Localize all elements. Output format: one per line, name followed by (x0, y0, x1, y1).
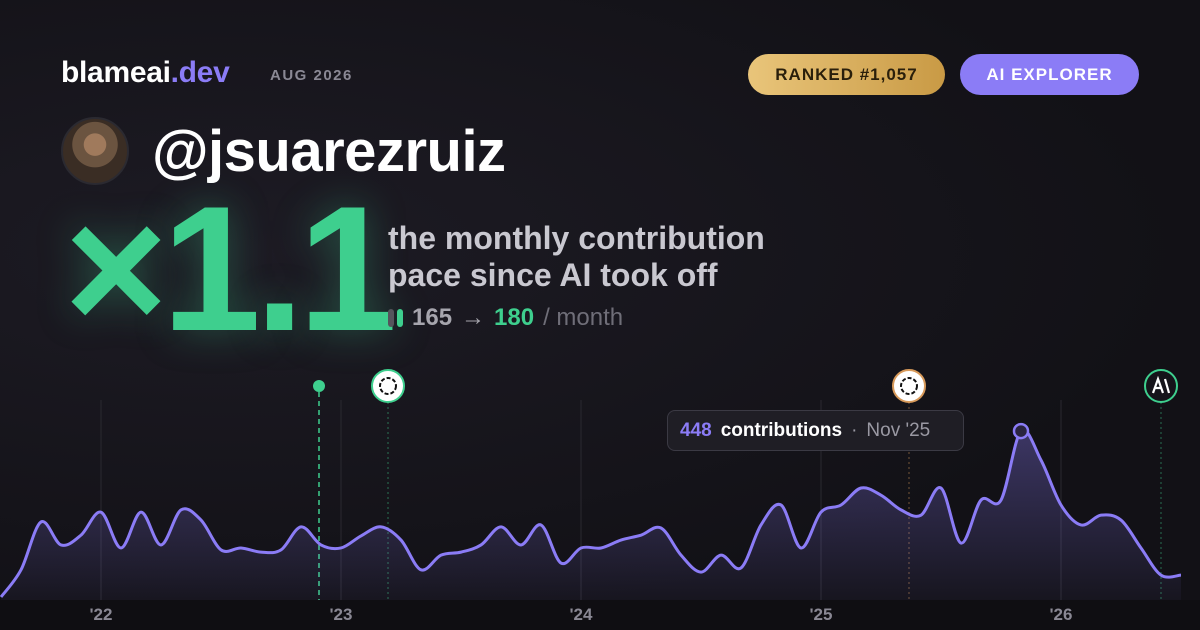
pace-icon (388, 309, 403, 327)
description-line: pace since AI took off (388, 257, 718, 293)
pace-before: 165 (412, 304, 453, 331)
line (0, 428, 1182, 598)
x-tick-label: '22 (90, 605, 113, 624)
report-date: AUG 2026 (270, 67, 353, 84)
event-dot (313, 380, 325, 392)
rank-badge: RANKED #1,057 (748, 54, 945, 95)
multiplier: ×1.1 (64, 169, 397, 368)
event-markers (313, 369, 1178, 600)
username: @jsuarezruiz (152, 119, 506, 184)
tooltip: 448 contributions · Nov '25 (667, 410, 964, 451)
tooltip-date: Nov '25 (866, 419, 931, 441)
pace: 165 → 180 / month (388, 304, 623, 332)
tooltip-value: 448 (680, 419, 712, 441)
brand: blameai.dev (61, 56, 230, 90)
axis-band (0, 600, 1200, 630)
tooltip-separator: · (851, 419, 858, 441)
event-icon-glyph (1151, 375, 1171, 394)
x-tick-label: '25 (810, 605, 833, 624)
x-tick-label: '24 (570, 605, 593, 624)
x-tick-label: '26 (1050, 605, 1073, 624)
pace-unit: / month (543, 304, 624, 331)
description-line: the monthly contribution (388, 220, 765, 256)
peak-marker (1012, 422, 1030, 440)
avatar (61, 117, 129, 185)
event-icon-glyph (379, 377, 397, 395)
brand-suffix: .dev (170, 56, 230, 89)
pace-arrow: → (461, 304, 486, 331)
event-icon-glyph (900, 377, 918, 395)
tooltip-label: contributions (720, 419, 843, 441)
event-icon (892, 369, 926, 403)
x-tick-label: '23 (330, 605, 353, 624)
area (1, 429, 1181, 600)
tier-badge: AI EXPLORER (960, 54, 1139, 95)
brand-name: blameai (61, 56, 171, 89)
pace-after: 180 (494, 304, 535, 331)
event-icon (371, 369, 405, 403)
